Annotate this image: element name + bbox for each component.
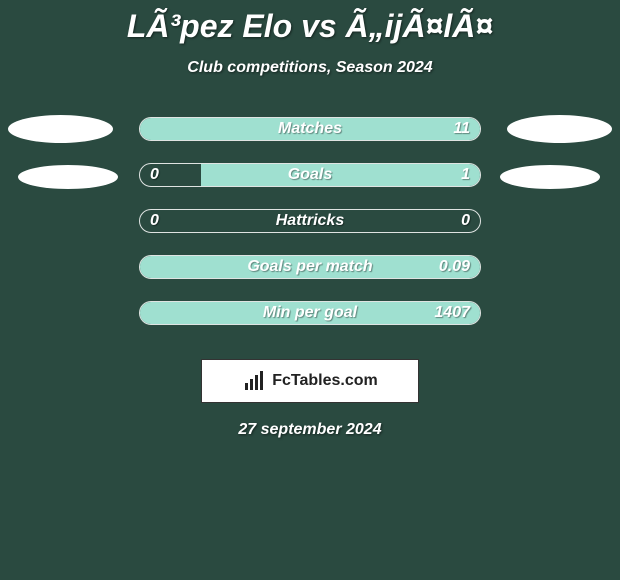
stat-bar [139, 209, 481, 233]
stat-bar [139, 255, 481, 279]
date-text: 27 september 2024 [0, 421, 620, 439]
stat-bar [139, 117, 481, 141]
stat-bar-fill-right [140, 256, 480, 278]
stat-row: Hattricks00 [0, 207, 620, 253]
stat-bar [139, 163, 481, 187]
stat-row: Goals01 [0, 161, 620, 207]
stat-bar-fill-right [140, 302, 480, 324]
source-banner[interactable]: FcTables.com [201, 359, 419, 403]
page-title: LÃ³pez Elo vs Ã„ijÃ¤lÃ¤ [0, 0, 620, 45]
stat-bar [139, 301, 481, 325]
stat-bar-fill-right [140, 118, 480, 140]
banner-text: FcTables.com [272, 372, 378, 390]
stats-rows: Matches11Goals01Hattricks00Goals per mat… [0, 115, 620, 345]
chart-icon [242, 369, 266, 393]
comparison-widget: LÃ³pez Elo vs Ã„ijÃ¤lÃ¤ Club competition… [0, 0, 620, 439]
stat-row: Goals per match0.09 [0, 253, 620, 299]
stat-row: Matches11 [0, 115, 620, 161]
subtitle: Club competitions, Season 2024 [0, 59, 620, 77]
stat-row: Min per goal1407 [0, 299, 620, 345]
stat-bar-fill-right [201, 164, 480, 186]
